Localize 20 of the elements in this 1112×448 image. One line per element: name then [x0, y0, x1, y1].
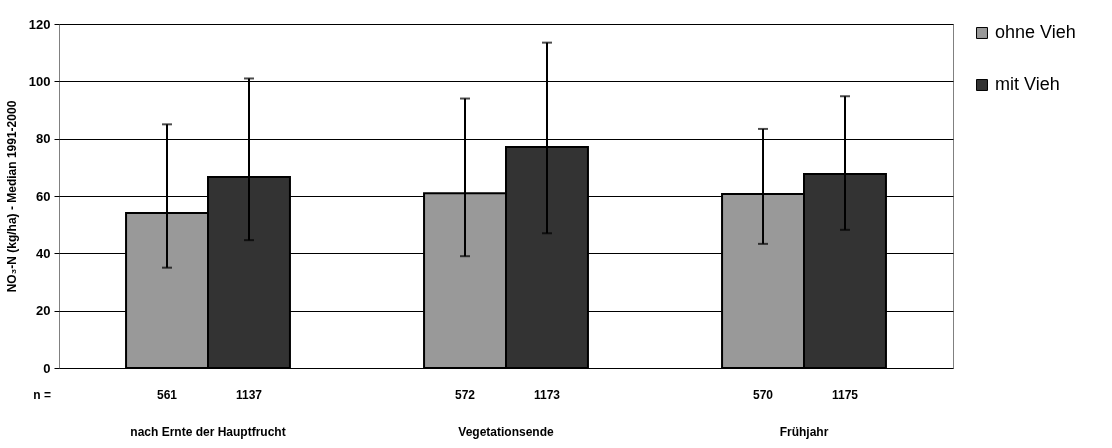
- y-tick-label: 0: [43, 360, 51, 376]
- legend-label: mit Vieh: [995, 74, 1060, 94]
- y-axis-title: NO₃-N (kg/ha) - Median 1991-2000: [4, 100, 19, 293]
- text: n =: [33, 388, 51, 402]
- text: 1137: [235, 388, 263, 402]
- y-tick-label: 20: [36, 303, 51, 319]
- text: 561: [157, 388, 178, 402]
- y-tick-label: 100: [28, 73, 51, 89]
- x-tick-label: Frühjahr: [779, 424, 829, 439]
- text: 1173: [533, 388, 561, 402]
- text: 572: [455, 388, 476, 402]
- x-tick-label: Vegetationsende: [458, 424, 554, 439]
- text: 570: [753, 388, 774, 402]
- y-tick-label: 40: [36, 245, 51, 261]
- y-tick-label: 120: [28, 16, 51, 32]
- y-tick-label: 60: [36, 188, 51, 204]
- legend-label: ohne Vieh: [995, 22, 1076, 42]
- x-tick-label: nach Ernte der Hauptfrucht: [130, 424, 286, 439]
- y-tick-label: 80: [36, 131, 51, 147]
- text: 1175: [831, 388, 859, 402]
